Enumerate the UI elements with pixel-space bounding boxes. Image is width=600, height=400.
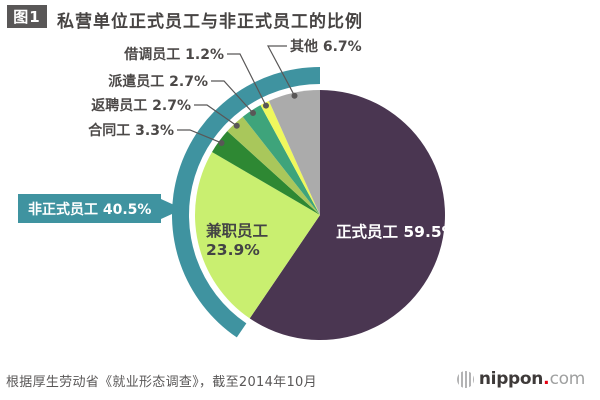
pie-slice [242, 105, 320, 215]
logo-dot-text: . [543, 369, 550, 389]
source-note: 根据厚生劳动省《就业形态调查》，截至2014年10月 [6, 375, 317, 390]
pie-slice [212, 131, 320, 215]
callout-dot [262, 102, 269, 109]
pie-slice [249, 90, 445, 340]
pie-slice [195, 152, 320, 319]
slice-label-parttime-pct: 23.9% [206, 241, 260, 259]
globe-icon [456, 370, 474, 388]
logo-domain-text: com [549, 369, 586, 389]
callout-label: 其他 6.7% [290, 38, 362, 55]
callout-line [177, 129, 222, 144]
slice-label-regular: 正式员工 59.5% [336, 222, 458, 241]
callout-dot [250, 110, 257, 117]
page-title: 私营单位正式员工与非正式员工的比例 [57, 12, 363, 32]
nippon-logo: nippon . com [456, 369, 586, 389]
group-box-arrow-icon [161, 198, 184, 219]
callout-line [227, 53, 267, 106]
slice-label-parttime: 兼职员工 [206, 221, 269, 240]
pie-slice [268, 90, 320, 215]
callout-label: 派遣员工 2.7% [108, 73, 208, 90]
callout-label: 合同工 3.3% [88, 122, 174, 139]
callout-label: 借调员工 1.2% [123, 46, 224, 63]
pie-slice [260, 100, 320, 215]
callout-label: 返聘员工 2.7% [91, 97, 191, 114]
logo-brand-text: nippon [478, 369, 544, 389]
nonregular-arc-band [172, 67, 320, 338]
callout-dot [233, 122, 240, 129]
callout-dot [218, 139, 225, 146]
pie-slice [227, 116, 320, 215]
callout-dot [291, 92, 298, 99]
nonregular-group-label: 非正式员工 40.5% [18, 194, 184, 223]
callout-line [194, 104, 238, 127]
figure-number-badge: 图1 [7, 5, 47, 28]
callout-line [266, 45, 296, 96]
callout-line [211, 80, 254, 114]
nonregular-group-text: 非正式员工 40.5% [28, 201, 152, 218]
